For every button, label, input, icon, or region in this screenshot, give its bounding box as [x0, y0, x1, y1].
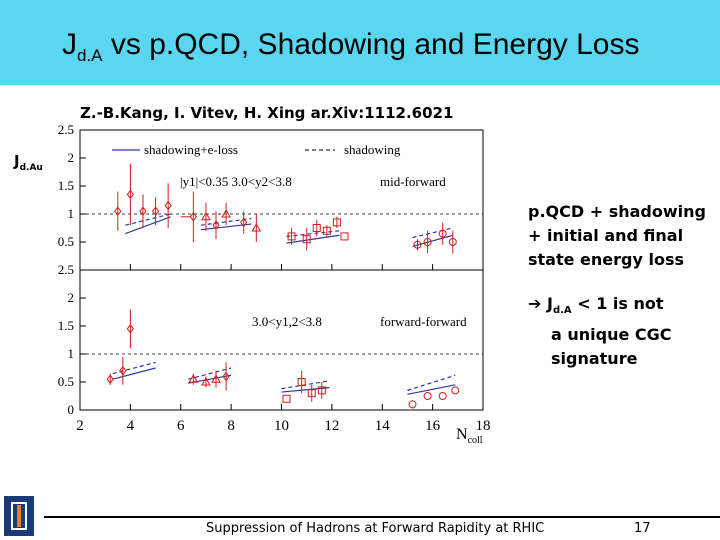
side-note-cgc: ➔ Jd.A < 1 is not a unique CGC signature [528, 292, 708, 371]
y-tick-label: 2.5 [58, 262, 74, 277]
data-point [126, 323, 134, 334]
theory-shadowing-eloss-curve [407, 384, 456, 395]
data-point [332, 218, 341, 227]
y-tick-label: 0.5 [58, 374, 74, 389]
y-axis-label: Jd.Au [14, 152, 43, 173]
legend-label-dashed: shadowing [344, 142, 401, 157]
theory-shadowing-curve [412, 227, 453, 239]
x-tick-label: 18 [476, 418, 491, 434]
data-point [423, 392, 432, 400]
y-tick-label: 0.5 [58, 234, 74, 249]
x-tick-label: 6 [177, 418, 185, 434]
data-point [282, 394, 291, 403]
data-point [188, 374, 199, 383]
theory-shadowing-eloss-curve [112, 367, 156, 380]
data-point [222, 371, 230, 382]
y-tick-label: 1.5 [58, 178, 74, 193]
data-point [297, 378, 306, 386]
theory-shadowing-eloss-curve [286, 234, 340, 244]
data-point [221, 208, 231, 218]
side-note-line: + initial and final [528, 226, 684, 245]
theory-shadowing-eloss-curve [412, 234, 453, 248]
data-point [312, 224, 321, 232]
data-point [240, 217, 248, 228]
data-point [317, 386, 326, 395]
data-point [287, 232, 296, 241]
x-tick-label: 4 [127, 418, 135, 434]
data-point [164, 200, 172, 211]
footer-divider [44, 516, 720, 518]
y-tick-label: 0 [68, 402, 75, 417]
data-point [322, 226, 331, 235]
data-point [408, 400, 417, 409]
data-point [423, 238, 432, 246]
data-point [119, 365, 127, 376]
y-tick-label: 1 [68, 346, 75, 361]
footer-text: Suppression of Hadrons at Forward Rapidi… [206, 521, 545, 536]
x-tick-label: 8 [227, 418, 235, 434]
data-point [211, 374, 221, 383]
data-point [451, 386, 460, 395]
region-label: forward-forward [380, 314, 467, 329]
data-point [438, 392, 447, 400]
title-bar [0, 0, 720, 85]
x-axis-label: Ncoll [456, 426, 483, 447]
university-logo [4, 496, 34, 536]
data-point [114, 206, 122, 217]
kinematic-label: 3.0<y1,2<3.8 [252, 314, 322, 329]
x-tick-label: 10 [274, 418, 289, 434]
side-note-line: p.QCD + shadowing [528, 202, 706, 221]
y-tick-label: 1 [68, 206, 75, 221]
x-tick-label: 2 [76, 418, 84, 434]
slide-title: Jd.A vs p.QCD, Shadowing and Energy Loss [62, 28, 640, 65]
data-point [413, 240, 422, 249]
data-point [340, 232, 349, 241]
data-point [438, 229, 447, 238]
data-point [201, 211, 211, 221]
data-point [106, 374, 114, 385]
data-point [212, 220, 220, 231]
x-tick-label: 12 [324, 418, 339, 434]
x-tick-label: 14 [375, 418, 391, 434]
side-note-line: state energy loss [528, 250, 684, 269]
data-point [189, 211, 197, 222]
kinematic-label: |y1|<0.35 3.0<y2<3.8 [180, 174, 292, 189]
y-tick-label: 2 [68, 150, 75, 165]
theory-shadowing-curve [407, 374, 456, 391]
side-note-line: a unique CGC [551, 325, 672, 345]
data-point [302, 235, 311, 244]
data-point [251, 222, 262, 232]
region-label: mid-forward [380, 174, 446, 189]
side-note-line: signature [551, 349, 638, 369]
data-point [201, 376, 211, 386]
x-tick-label: 16 [425, 418, 441, 434]
side-note-line: ➔ Jd.A < 1 is not [528, 294, 664, 317]
theory-shadowing-curve [125, 213, 171, 226]
theory-shadowing-curve [112, 361, 156, 375]
side-note-pqcd: p.QCD + shadowing + initial and final st… [528, 200, 708, 272]
theory-shadowing-curve [188, 367, 232, 380]
data-point [151, 206, 160, 217]
y-tick-label: 1.5 [58, 318, 74, 333]
data-point [126, 189, 134, 200]
page-number: 17 [634, 521, 651, 536]
data-point [448, 238, 457, 246]
panel-frame [79, 269, 484, 411]
citation: Z.-B.Kang, I. Vitev, H. Xing ar.Xiv:1112… [80, 104, 454, 122]
arrow-icon: ➔ [528, 294, 542, 313]
legend-label-solid: shadowing+e-loss [144, 142, 238, 157]
data-point [139, 206, 147, 217]
panel-frame [79, 129, 484, 271]
y-tick-label: 2.5 [58, 122, 74, 137]
data-point [307, 389, 316, 398]
y-tick-label: 2 [68, 290, 75, 305]
theory-shadowing-eloss-curve [125, 216, 171, 235]
